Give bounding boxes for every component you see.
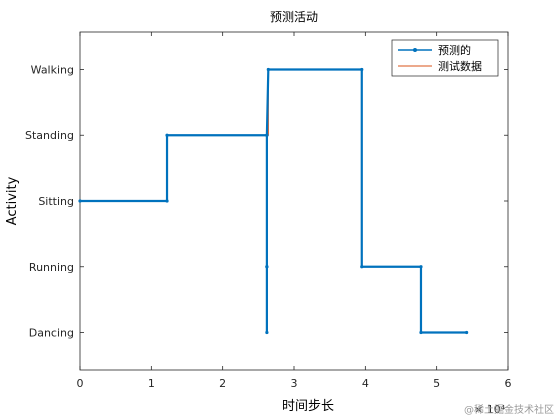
series-layer	[78, 67, 469, 335]
x-tick-label: 6	[505, 377, 512, 390]
series-point	[265, 330, 269, 335]
x-tick-label: 3	[291, 377, 298, 390]
series-point	[266, 67, 270, 72]
x-tick-label: 1	[148, 377, 155, 390]
x-tick-label: 5	[433, 377, 440, 390]
series-point	[165, 133, 169, 137]
series-point	[465, 330, 469, 335]
x-tick-label: 4	[362, 377, 369, 390]
x-tick-label: 2	[219, 377, 226, 390]
x-axis-title: 时间步长	[282, 399, 334, 414]
series-point	[265, 265, 269, 269]
legend-swatch-dot	[413, 48, 417, 52]
series-point	[265, 133, 269, 137]
series-point	[360, 265, 364, 269]
series-point	[419, 265, 423, 269]
y-axis: Dancing Running Sitting Standing Walking	[25, 63, 508, 340]
watermark: @稀土掘金技术社区	[464, 405, 554, 416]
x-axis-exponent: × 10⁴	[474, 403, 506, 416]
series-point	[419, 330, 423, 335]
y-tick-label: Dancing	[29, 327, 74, 340]
y-tick-label: Sitting	[38, 195, 74, 208]
series-point	[78, 199, 82, 203]
legend-box	[391, 39, 499, 77]
y-tick-label: Walking	[31, 63, 74, 76]
y-axis-title: Activity	[5, 176, 20, 225]
chart-title: 预测活动	[270, 10, 318, 24]
x-axis: 0 1 2 3 4 5 6	[77, 32, 512, 390]
legend-label: 预测的	[438, 43, 471, 57]
series-point	[165, 199, 169, 203]
y-tick-label: Running	[29, 261, 74, 274]
series-point	[360, 67, 364, 72]
y-tick-label: Standing	[25, 129, 74, 142]
series-line-1	[80, 68, 467, 334]
x-tick-label: 0	[77, 377, 84, 390]
legend-label: 测试数据	[438, 59, 482, 73]
